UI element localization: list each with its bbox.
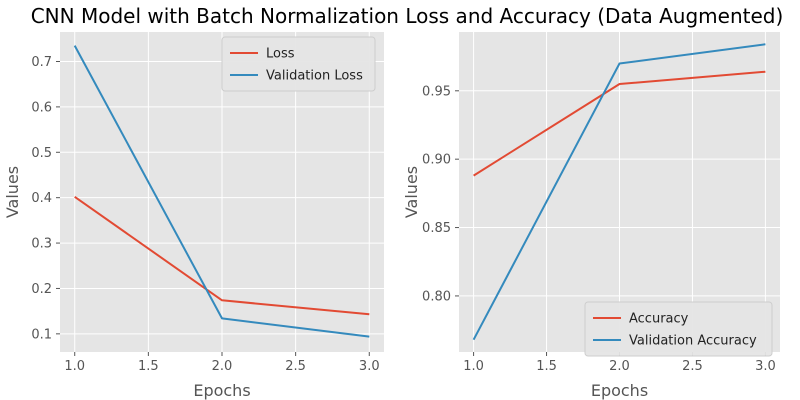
legend-box bbox=[221, 36, 376, 92]
accuracy-legend-label: Accuracy bbox=[629, 312, 689, 327]
y-tick-label: 0.2 bbox=[31, 282, 52, 297]
x-tick-label: 2.5 bbox=[285, 359, 306, 374]
y-tick-label: 0.5 bbox=[31, 146, 52, 161]
y-tick-label: 0.85 bbox=[422, 221, 451, 236]
y-tick-label: 0.1 bbox=[31, 327, 52, 342]
y-tick-label: 0.90 bbox=[422, 153, 451, 168]
x-tick-label: 1.0 bbox=[463, 359, 484, 374]
x-tick-label: 1.5 bbox=[536, 359, 557, 374]
accuracy-line bbox=[473, 70, 766, 177]
y-tick-label: 0.3 bbox=[31, 237, 52, 252]
validation-loss-line bbox=[73, 45, 370, 338]
y-tick-label: 0.7 bbox=[31, 55, 52, 70]
x-axis-label: Epochs bbox=[193, 381, 250, 400]
loss-panel: 1.0 1.5 2.0 2.5 3.0 0.1 0.2 0.3 0.4 0.5 0.6 0.7 Epoc… bbox=[3, 32, 384, 400]
y-tick-label: 0.4 bbox=[31, 191, 52, 206]
y-tick-label: 0.80 bbox=[422, 289, 451, 304]
x-tick-label: 3.0 bbox=[755, 359, 776, 374]
validation-accuracy-legend-label: Validation Accuracy bbox=[629, 334, 757, 349]
y-tick-label: 0.6 bbox=[31, 100, 52, 115]
x-tick-label: 2.0 bbox=[609, 359, 630, 374]
x-tick-label: 2.5 bbox=[682, 359, 703, 374]
x-tick-label: 1.0 bbox=[64, 359, 85, 374]
accuracy-panel: 1.0 1.5 2.0 2.5 3.0 0.80 0.85 0.90 0.95 Epochs Val… bbox=[402, 32, 780, 400]
y-axis-label: Values bbox=[3, 166, 22, 218]
x-tick-label: 3.0 bbox=[359, 359, 380, 374]
x-tick-label: 1.5 bbox=[138, 359, 159, 374]
validation-accuracy-line bbox=[472, 43, 766, 341]
legend-box bbox=[584, 301, 773, 357]
x-tick-label: 2.0 bbox=[212, 359, 233, 374]
legend: Loss Validation Loss bbox=[221, 36, 376, 92]
loss-line bbox=[74, 195, 370, 316]
x-axis-label: Epochs bbox=[591, 381, 648, 400]
figure-title: CNN Model with Batch Normalization Loss … bbox=[31, 4, 784, 28]
y-axis-label: Values bbox=[402, 166, 421, 218]
loss-legend-label: Loss bbox=[266, 47, 295, 62]
y-tick-label: 0.95 bbox=[422, 84, 451, 99]
legend: Accuracy Validation Accuracy bbox=[584, 301, 773, 357]
validation-loss-legend-label: Validation Loss bbox=[266, 69, 363, 84]
